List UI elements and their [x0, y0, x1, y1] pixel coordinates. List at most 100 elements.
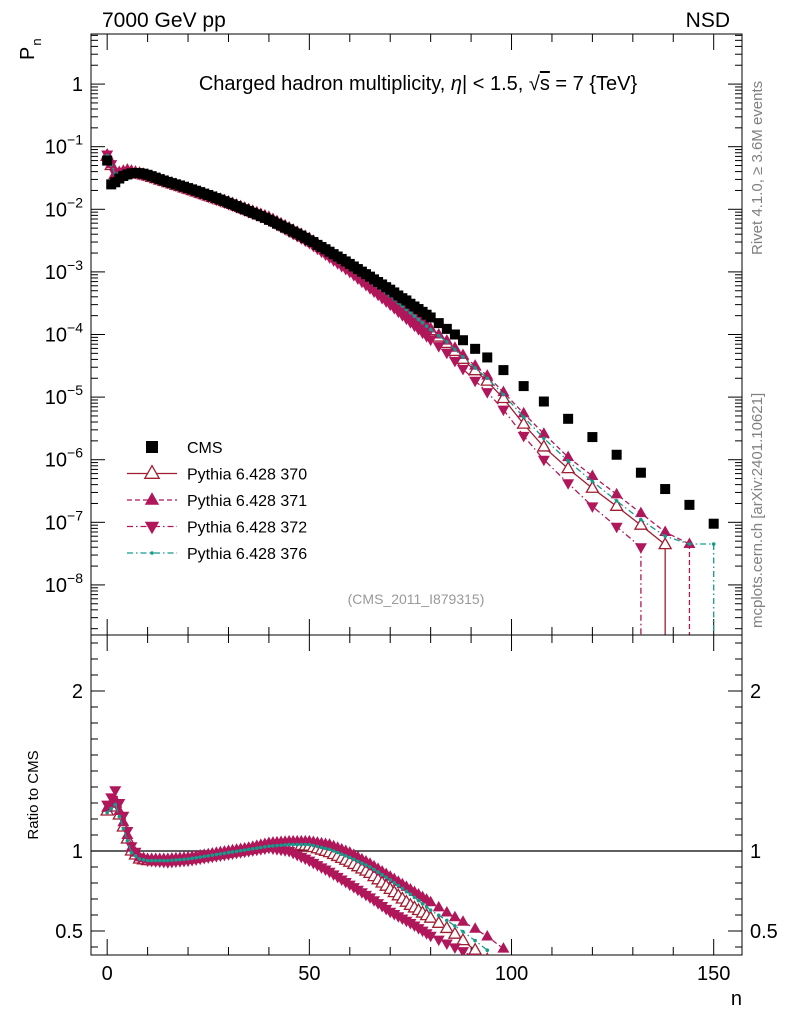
p376-point — [453, 924, 457, 928]
cms-point — [611, 449, 622, 460]
p376-point — [319, 845, 324, 850]
p371-point — [457, 348, 469, 360]
cms-point — [425, 312, 436, 323]
p376-point — [295, 842, 300, 847]
p376-point — [170, 858, 174, 863]
p376-point — [263, 845, 267, 849]
main-plot: 1 10−1 10−2 10−3 10−4 10−5 10−6 10−7 10−8 Charge… — [17, 33, 743, 636]
ratio-y-tick-label-right: 1 — [750, 841, 761, 863]
p376-point — [566, 459, 570, 463]
p376-point — [157, 858, 162, 863]
p376-point — [125, 838, 130, 843]
rivet-label: Rivet 4.1.0, ≥ 3.6M events — [749, 81, 766, 255]
p371-point — [481, 369, 494, 380]
p372-point — [517, 431, 530, 443]
p376-point — [424, 905, 429, 909]
p370-point — [516, 416, 531, 429]
ratio-y-tick-label: 1 — [72, 841, 83, 863]
p376-point — [343, 854, 348, 858]
p376-point — [246, 847, 251, 852]
cms-point — [102, 155, 113, 166]
x-tick-label: 100 — [495, 963, 528, 985]
p370-point — [455, 932, 471, 946]
p372-point — [440, 939, 453, 950]
p376-point — [485, 376, 490, 381]
p376-point — [194, 855, 198, 860]
cms-point — [498, 365, 509, 376]
p376-point — [323, 846, 328, 851]
p376-point — [461, 355, 465, 359]
p376-point — [153, 858, 158, 863]
p370-point — [609, 498, 624, 511]
p376-point — [291, 842, 295, 847]
p372-point — [481, 964, 493, 975]
p376-point — [590, 479, 595, 484]
legend-label: Pythia 6.428 370 — [187, 467, 307, 484]
p370-point — [585, 480, 600, 493]
p376-point — [182, 857, 186, 862]
p376-point — [614, 499, 619, 503]
legend-label: Pythia 6.428 371 — [187, 493, 307, 510]
p372-point — [432, 935, 445, 947]
p371-point — [481, 929, 494, 941]
p376-point — [222, 851, 227, 856]
p376-point — [230, 850, 235, 854]
p376-point — [420, 902, 425, 906]
ratio-series — [100, 786, 510, 975]
p372-point — [105, 793, 118, 804]
p376-point — [105, 810, 109, 815]
ratio-frame — [90, 634, 743, 956]
p376-point — [364, 863, 368, 867]
y-tick-label: 10−3 — [45, 257, 83, 284]
cms-point — [684, 499, 695, 510]
p371-point — [440, 905, 453, 917]
p376-point — [408, 311, 413, 315]
p376-point — [396, 883, 401, 888]
legend: CMS Pythia 6.428 370 Pythia 6.428 371 Pythi… — [127, 440, 307, 563]
p376-point — [307, 842, 312, 847]
p376-point — [501, 392, 506, 397]
ratio-y-tick-label: 0.5 — [55, 921, 83, 943]
p376-point — [687, 542, 692, 546]
ratio-y-tick-label-right: 2 — [750, 681, 761, 703]
p376-point — [416, 317, 421, 322]
y-tick-label: 10−6 — [45, 445, 83, 472]
p376-point — [356, 859, 360, 864]
analysis-id: (CMS_2011_I879315) — [348, 591, 485, 607]
p376-point — [388, 878, 393, 882]
p376-point — [485, 948, 490, 952]
p376-point — [178, 857, 182, 862]
p376-point — [190, 856, 194, 861]
p376-point — [347, 855, 352, 860]
p376-point — [150, 551, 154, 555]
p376-point — [445, 918, 449, 923]
series-line — [106, 154, 690, 545]
p372-point — [586, 502, 599, 513]
p371-point — [440, 334, 453, 345]
p376-point — [275, 843, 279, 848]
x-tick-label: 150 — [697, 963, 730, 985]
p371-point — [457, 915, 469, 926]
p376-point — [214, 852, 219, 857]
p376-point — [372, 867, 376, 872]
p376-point — [287, 842, 291, 847]
p376-point — [663, 534, 667, 539]
p372-point — [129, 847, 142, 859]
p376-point — [210, 853, 215, 857]
energy-label: 7000 GeV pp — [102, 9, 226, 32]
p376-point — [109, 806, 114, 811]
p376-point — [412, 895, 417, 900]
mcplots-label: mcplots.cern.ch [arXiv:2401.10621] — [749, 393, 766, 628]
p376-point — [331, 849, 336, 853]
p372-point — [457, 364, 469, 376]
p376-point — [279, 843, 283, 848]
p376-point — [226, 850, 231, 855]
p376-point — [254, 846, 259, 850]
p376-point — [408, 892, 413, 896]
p372-point — [497, 405, 510, 417]
p376-point — [250, 846, 255, 851]
p370-point — [423, 910, 438, 923]
p376-point — [416, 898, 421, 903]
cms-point — [660, 484, 671, 495]
